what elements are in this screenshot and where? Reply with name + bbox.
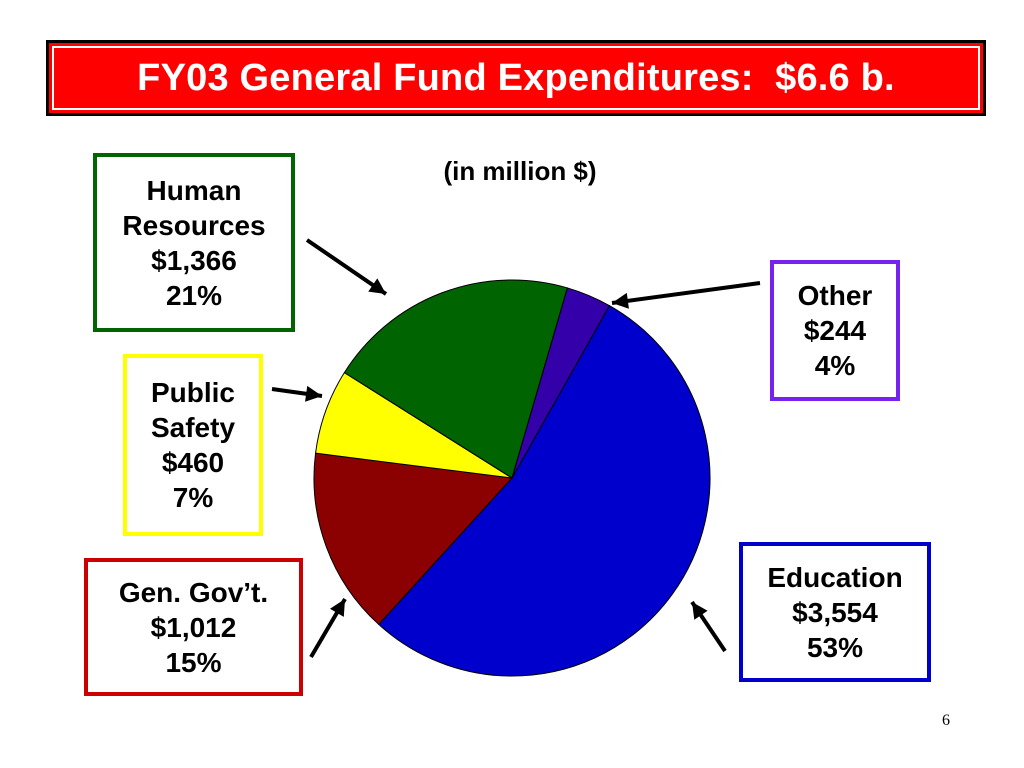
chart-subtitle: (in million $): [443, 156, 597, 186]
label-public-safety-line1: Public: [150, 377, 235, 408]
label-other-value: $244: [803, 315, 867, 346]
page-number: 6: [942, 712, 950, 729]
label-public-safety-line2: Safety: [150, 412, 236, 443]
label-education-percent: 53%: [806, 631, 864, 663]
pie-slice-education: [378, 304, 711, 677]
title-banner: FY03 General Fund Expenditures: $6.6 b.: [46, 40, 986, 116]
label-education-value: $3,554: [792, 596, 878, 628]
label-human-resources: Human Resources $1,366 21%: [93, 153, 295, 332]
callout-arrows: [271, 238, 761, 659]
label-human-resources-line1: Human: [146, 174, 242, 206]
label-public-safety-percent: 7%: [172, 482, 214, 513]
arrow-public-safety-head: [305, 385, 322, 402]
pie-slices: [313, 279, 711, 677]
pie-slice-gen-gov-t: [313, 452, 514, 626]
label-human-resources-value: $1,366: [151, 244, 237, 276]
chart-title: FY03 General Fund Expenditures: $6.6 b.: [137, 56, 895, 99]
arrow-other-line: [611, 281, 761, 305]
arrow-education-head: [692, 602, 708, 620]
label-education: Education $3,554 53%: [739, 542, 931, 682]
label-gen-gov-value: $1,012: [150, 611, 237, 643]
arrow-human-resources-head: [368, 278, 386, 294]
label-gen-gov-line1: Gen. Gov’t.: [118, 576, 269, 608]
arrow-gen-gov-head: [330, 599, 345, 617]
label-education-line1: Education: [767, 561, 903, 593]
label-gen-gov: Gen. Gov’t. $1,012 15%: [84, 558, 303, 696]
label-public-safety: Public Safety $460 7%: [123, 354, 263, 536]
pie-slice-other: [511, 287, 611, 479]
label-public-safety-value: $460: [161, 447, 225, 478]
pie-slice-human-resources: [343, 279, 569, 479]
label-gen-gov-percent: 15%: [165, 646, 222, 678]
label-human-resources-percent: 21%: [165, 279, 223, 311]
arrow-other-head: [612, 292, 629, 309]
label-other: Other $244 4%: [770, 260, 900, 401]
label-other-percent: 4%: [814, 350, 856, 381]
label-other-line1: Other: [797, 280, 873, 311]
label-human-resources-line2: Resources: [122, 209, 266, 241]
